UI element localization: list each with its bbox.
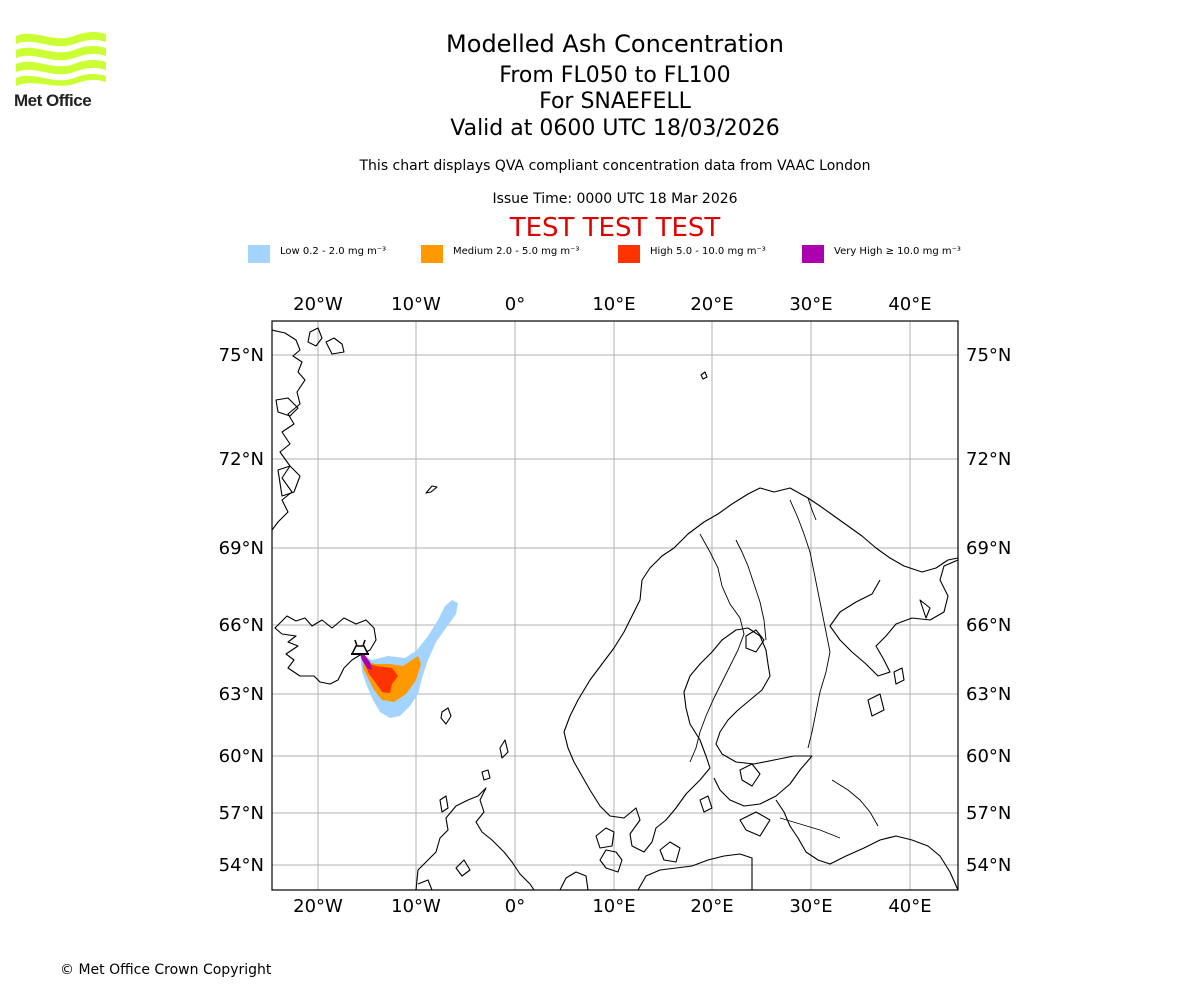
- denmark-coast: [559, 871, 589, 890]
- volcano-name: For SNAEFELL: [539, 89, 691, 114]
- tick-top-20e: 20°E: [690, 294, 733, 315]
- issue-time: Issue Time: 0000 UTC 18 Mar 2026: [492, 191, 738, 207]
- tick-left-72n: 72°N: [219, 449, 264, 470]
- norway-west-coast: [563, 579, 812, 853]
- volcano-marker-icon: [350, 639, 370, 655]
- lon-ticks-bottom: 20°W 10°W 0° 10°E 20°E 30°E 40°E: [293, 896, 931, 917]
- legend-label-medium: Medium 2.0 - 5.0 mg m⁻³: [453, 246, 580, 257]
- tick-bottom-30e: 30°E: [789, 896, 832, 917]
- legend-swatch-very-high: [802, 245, 824, 263]
- tick-bottom-0: 0°: [505, 896, 525, 917]
- norway-sweden-border: [689, 533, 745, 763]
- tick-right-72n: 72°N: [966, 449, 1011, 470]
- chart-title: Modelled Ash Concentration: [446, 30, 784, 58]
- borders: [689, 497, 879, 839]
- faroe-islands-coast: [440, 707, 452, 725]
- logo-text: Met Office: [14, 91, 92, 110]
- tick-bottom-10w: 10°W: [391, 896, 441, 917]
- tick-top-0: 0°: [505, 294, 525, 315]
- legend-label-very-high: Very High ≥ 10.0 mg m⁻³: [834, 246, 961, 257]
- valid-time: Valid at 0600 UTC 18/03/2026: [450, 116, 780, 141]
- tick-right-60n: 60°N: [966, 746, 1011, 767]
- tick-top-30e: 30°E: [789, 294, 832, 315]
- lake-onega-coast: [893, 667, 905, 685]
- tick-top-20w: 20°W: [293, 294, 343, 315]
- tick-bottom-20e: 20°E: [690, 896, 733, 917]
- tick-top-10e: 10°E: [592, 294, 635, 315]
- copyright-notice: © Met Office Crown Copyright: [60, 962, 272, 978]
- baltic-east-coast: [775, 799, 958, 890]
- poland-coast: [637, 853, 753, 890]
- gridlines: [272, 321, 958, 890]
- legend-label-low: Low 0.2 - 2.0 mg m⁻³: [280, 246, 387, 257]
- finland-russia-border: [789, 499, 831, 749]
- lat-ticks-left: 75°N 72°N 69°N 66°N 63°N 60°N 57°N 54°N: [219, 345, 264, 876]
- norway-russia-border: [807, 497, 817, 521]
- ash-high-region: [364, 662, 398, 693]
- ash-low-region: [360, 600, 458, 718]
- bear-island-coast: [700, 371, 708, 380]
- tick-left-54n: 54°N: [219, 855, 264, 876]
- lake-finland-1: [745, 629, 765, 653]
- tick-left-69n: 69°N: [219, 538, 264, 559]
- tick-right-66n: 66°N: [966, 615, 1011, 636]
- tick-left-66n: 66°N: [219, 615, 264, 636]
- legend-swatch-low: [248, 245, 270, 263]
- tick-bottom-20w: 20°W: [293, 896, 343, 917]
- shetland-coast: [499, 739, 509, 759]
- ireland-coast: [417, 879, 433, 890]
- tick-right-57n: 57°N: [966, 803, 1011, 824]
- hebrides-coast: [439, 795, 449, 813]
- tick-top-40e: 40°E: [888, 294, 931, 315]
- uk-coast: [415, 787, 535, 890]
- greenland-island-2: [277, 465, 301, 497]
- saaremaa-coast: [739, 811, 771, 837]
- zealand-coast: [599, 849, 623, 873]
- gotland-coast: [699, 795, 713, 813]
- test-banner: TEST TEST TEST: [509, 213, 721, 243]
- greenland-island-1: [275, 397, 299, 417]
- bornholm-coast: [659, 841, 681, 863]
- baltic-states-borders: [779, 779, 879, 839]
- gulf-of-bothnia-coast: [713, 755, 813, 807]
- lat-ticks-right: 75°N 72°N 69°N 66°N 63°N 60°N 57°N 54°N: [966, 345, 1011, 876]
- orkney-coast: [481, 769, 491, 781]
- jutland-coast: [595, 827, 615, 849]
- scandinavia-coast: [641, 487, 958, 581]
- tick-left-60n: 60°N: [219, 746, 264, 767]
- legend-swatch-medium: [421, 245, 443, 263]
- met-office-logo: Met Office: [14, 30, 108, 112]
- tick-left-57n: 57°N: [219, 803, 264, 824]
- legend-swatch-high: [618, 245, 640, 263]
- tick-left-63n: 63°N: [219, 684, 264, 705]
- qva-subtitle: This chart displays QVA compliant concen…: [359, 158, 871, 174]
- aland-coast: [739, 763, 761, 787]
- lon-ticks-top: 20°W 10°W 0° 10°E 20°E 30°E 40°E: [293, 294, 931, 315]
- tick-right-63n: 63°N: [966, 684, 1011, 705]
- tick-bottom-40e: 40°E: [888, 896, 931, 917]
- kola-peninsula-coast: [829, 559, 958, 677]
- white-sea-coast: [919, 599, 931, 619]
- greenland-fjord: [307, 327, 323, 347]
- iceland-coast: [274, 615, 377, 685]
- jan-mayen-coast: [425, 485, 438, 494]
- tick-top-10w: 10°W: [391, 294, 441, 315]
- tick-right-69n: 69°N: [966, 538, 1011, 559]
- greenland-coast: [272, 329, 306, 531]
- wave-logo-icon: [16, 32, 106, 86]
- ash-plume: [359, 600, 458, 718]
- tick-left-75n: 75°N: [219, 345, 264, 366]
- greenland-small-island: [325, 337, 345, 355]
- isle-of-man-coast: [455, 859, 471, 877]
- coastlines: [272, 327, 958, 890]
- tick-bottom-10e: 10°E: [592, 896, 635, 917]
- flight-levels: From FL050 to FL100: [499, 63, 731, 88]
- sweden-finland-border: [735, 539, 767, 641]
- tick-right-75n: 75°N: [966, 345, 1011, 366]
- map-frame: [271, 320, 959, 891]
- lake-ladoga-coast: [867, 693, 885, 717]
- tick-right-54n: 54°N: [966, 855, 1011, 876]
- legend-label-high: High 5.0 - 10.0 mg m⁻³: [650, 246, 766, 257]
